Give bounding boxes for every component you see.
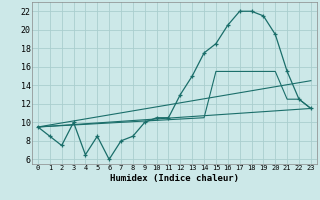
X-axis label: Humidex (Indice chaleur): Humidex (Indice chaleur) [110,174,239,183]
